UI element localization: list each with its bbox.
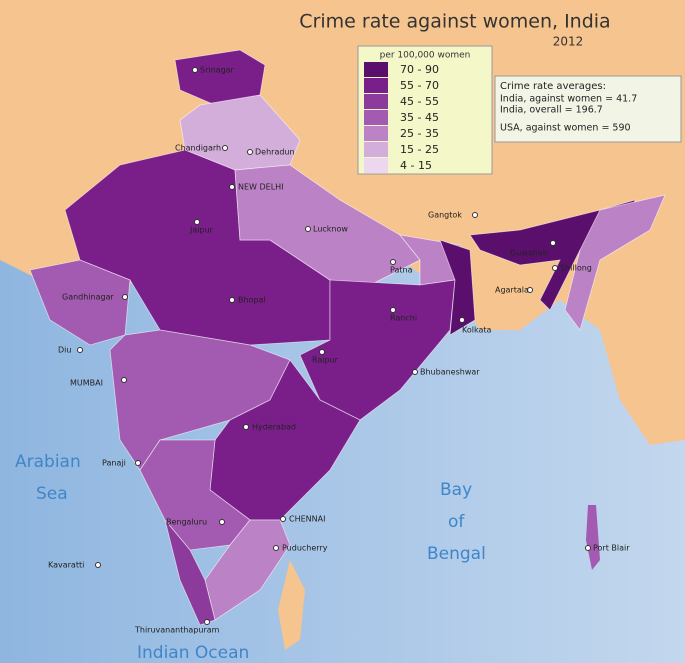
city-dot [135,460,141,466]
sea-label: Indian Ocean [137,643,249,663]
city-label: Thiruvananthapuram [134,626,220,635]
city-label: Raipur [312,356,339,365]
city-label: CHENNAI [289,515,325,524]
info-heading: Crime rate averages: [500,81,606,92]
legend-swatch [364,126,388,141]
city-dot [192,67,198,73]
info-line: USA, against women = 590 [500,123,631,134]
city-label: Gangtok [428,211,462,220]
city-dot [243,424,249,430]
city-dot [229,184,235,190]
legend-swatch [364,110,388,125]
map-title: Crime rate against women, India [299,11,610,33]
city-dot [390,307,396,313]
city-label: Shillong [560,264,592,273]
city-label: Bhopal [238,296,266,305]
legend-swatch [364,142,388,157]
info-line: India, overall = 196.7 [500,105,603,116]
water-labels: Arabian Sea Bay of Bengal Indian Ocean [15,452,486,663]
city-dot [122,294,128,300]
legend-label: 55 - 70 [400,79,439,92]
info-line: India, against women = 41.7 [500,94,637,105]
info-box: Crime rate averages: India, against wome… [494,75,682,143]
region [164,519,216,626]
city-dot [280,516,286,522]
legend-label: 45 - 55 [400,95,439,108]
city-label: Kolkata [462,326,491,335]
city-label: Hyderabad [252,423,296,432]
city-dot [472,212,478,218]
legend-label: 4 - 15 [400,159,432,172]
city-dot [95,562,101,568]
city-label: Guwahati [510,249,548,258]
sea-label: Bengal [427,544,486,564]
sri-lanka [278,560,305,650]
city-label: MUMBAI [70,379,103,388]
city-dot [305,226,311,232]
city-label: Bengaluru [166,518,207,527]
city-dot [194,219,200,225]
city-dot [273,545,279,551]
city-label: Chandigarh [175,144,221,153]
region [439,239,476,336]
city-label: Dehradun [255,148,295,157]
sea-label: Sea [36,484,68,504]
city-dot [121,377,127,383]
city-dot [219,519,225,525]
region [234,164,421,291]
city-label: Puducherry [282,544,328,553]
legend: per 100,000 women 70 - 90 55 - 70 45 - 55 3… [357,45,493,175]
sea-label: Arabian [15,452,81,472]
city-label: Kavaratti [48,561,84,570]
region [299,279,456,421]
legend-swatch [364,62,388,77]
city-label: Patna [390,266,413,275]
legend-label: 25 - 35 [400,127,439,140]
info-box-frame [494,75,682,143]
city-dot [585,545,591,551]
city-label: Agartala [495,286,529,295]
city-dot [77,347,83,353]
legend-swatch [364,158,388,173]
city-dot [459,317,465,323]
city-label: Diu [58,346,71,355]
city-dot [550,240,556,246]
city-label: Bhubaneshwar [420,368,480,377]
india-map [29,49,666,626]
city-dot [527,287,533,293]
city-dot [247,149,253,155]
city-dot [552,265,558,271]
legend-label: 70 - 90 [400,63,439,76]
map-subtitle: 2012 [553,35,584,49]
legend-swatch [364,78,388,93]
region [564,194,666,331]
city-label: Panaji [102,459,126,468]
city-label: NEW DELHI [238,183,284,192]
city-dot [229,297,235,303]
city-label: Jaipur [189,226,214,235]
legend-label: 15 - 25 [400,143,439,156]
city-dot [204,619,210,625]
city-label: Ranchi [390,314,417,323]
islands [586,505,600,570]
legend-title: per 100,000 women [380,51,471,61]
legend-label: 35 - 45 [400,111,439,124]
sea-label: Bay [440,480,472,500]
legend-swatch [364,94,388,109]
city-dot [319,349,325,355]
city-label: Port Blair [593,544,630,553]
city-label: Srinagar [200,66,235,75]
city-dot [390,259,396,265]
city-labels: Srinagar Chandigarh Dehradun NEW DELHI J… [48,66,630,635]
city-label: Gandhinagar [62,293,114,302]
city-dot [222,145,228,151]
city-label: Lucknow [313,225,348,234]
city-dot [412,369,418,375]
sea-label: of [448,512,465,532]
